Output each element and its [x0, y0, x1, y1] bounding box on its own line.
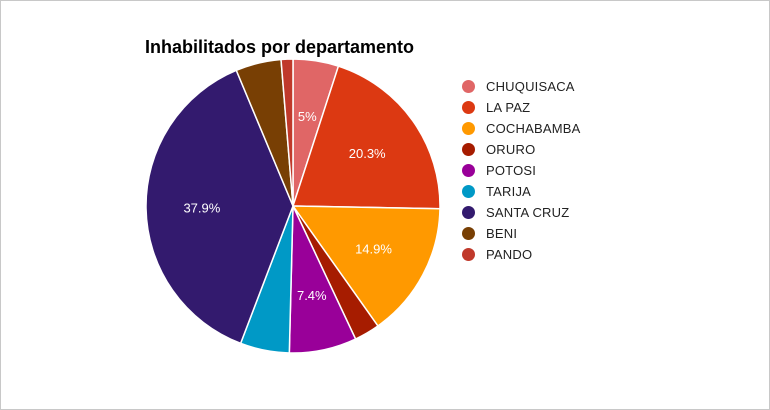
- legend-label: PANDO: [486, 247, 533, 262]
- legend-swatch: [462, 185, 475, 198]
- legend-item-chuquisaca: CHUQUISACA: [462, 76, 580, 97]
- legend-label: POTOSI: [486, 163, 537, 178]
- slice-label-santa-cruz: 37.9%: [183, 200, 220, 215]
- legend-label: COCHABAMBA: [486, 121, 581, 136]
- legend-item-oruro: ORURO: [462, 139, 580, 160]
- slice-label-chuquisaca: 5%: [298, 109, 317, 124]
- legend-item-la-paz: LA PAZ: [462, 97, 580, 118]
- legend-item-tarija: TARIJA: [462, 181, 580, 202]
- legend-swatch: [462, 122, 475, 135]
- legend-label: ORURO: [486, 142, 536, 157]
- legend-item-santa-cruz: SANTA CRUZ: [462, 202, 580, 223]
- legend-swatch: [462, 101, 475, 114]
- legend-item-cochabamba: COCHABAMBA: [462, 118, 580, 139]
- pie-slice-santa-cruz: [145, 69, 294, 345]
- legend-label: CHUQUISACA: [486, 79, 575, 94]
- legend-item-beni: BENI: [462, 223, 580, 244]
- legend-label: BENI: [486, 226, 518, 241]
- slice-label-potosi: 7.4%: [297, 288, 327, 303]
- legend-swatch: [462, 227, 475, 240]
- legend-label: LA PAZ: [486, 100, 531, 115]
- chart-title: Inhabilitados por departamento: [145, 37, 415, 57]
- legend-label: SANTA CRUZ: [486, 205, 570, 220]
- legend-swatch: [462, 248, 475, 261]
- chart-legend: CHUQUISACA LA PAZ COCHABAMBA ORURO POTOSI TAR…: [462, 76, 580, 265]
- slice-label-la-paz: 20.3%: [349, 146, 386, 161]
- legend-swatch: [462, 206, 475, 219]
- legend-item-pando: PANDO: [462, 244, 580, 265]
- legend-swatch: [462, 80, 475, 93]
- legend-label: TARIJA: [486, 184, 532, 199]
- slice-label-cochabamba: 14.9%: [355, 242, 392, 257]
- pie-slice-pando: [280, 58, 294, 207]
- legend-swatch: [462, 164, 475, 177]
- legend-item-potosi: POTOSI: [462, 160, 580, 181]
- pie-slice-la-paz: [291, 65, 441, 210]
- pie-slice-cochabamba: [291, 205, 441, 328]
- legend-swatch: [462, 143, 475, 156]
